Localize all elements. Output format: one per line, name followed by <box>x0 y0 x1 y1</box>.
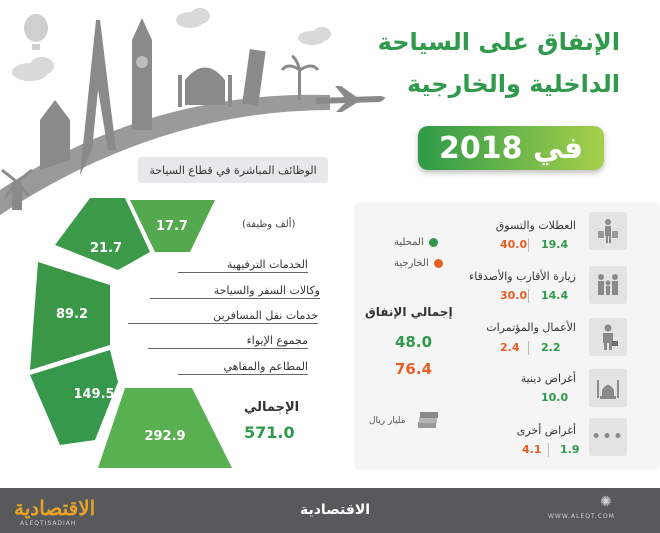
spending-unit: مليار ريال <box>369 416 406 426</box>
category-foreign-value: 2.4 <box>500 341 520 354</box>
job-value-2: 89.2 <box>56 307 88 322</box>
value-divider <box>528 341 529 355</box>
job-label-travel-agencies: وكالات السفر والسياحة <box>213 284 320 297</box>
category-label: أغراض دينية <box>520 372 576 385</box>
jobs-total-label: الإجمالي <box>244 400 300 415</box>
title-line-2: الداخلية والخارجية <box>406 70 620 98</box>
ellipsis-icon: ••• <box>589 418 627 456</box>
spending-total-foreign: 76.4 <box>395 360 433 378</box>
segment-entertainment <box>130 200 215 252</box>
legend-domestic-dot <box>428 238 438 247</box>
job-label-entertainment: الخدمات الترفيهية <box>226 258 308 271</box>
category-label: العطلات والتسوق <box>495 219 576 232</box>
legend-domestic-label: المحلية <box>394 237 424 248</box>
category-domestic-value: 2.2 <box>541 341 561 354</box>
balloon-icon <box>24 14 48 50</box>
category-domestic-value: 1.9 <box>560 443 580 456</box>
legend-foreign: الخارجية <box>394 258 443 269</box>
footer-logo: الاقتصادية <box>14 496 96 520</box>
footer-url: WWW.ALEQT.COM <box>548 513 615 520</box>
family-icon <box>589 266 627 304</box>
spending-total-domestic: 48.0 <box>395 333 433 351</box>
value-divider <box>548 443 549 457</box>
segment-passenger-transport <box>30 262 110 370</box>
job-label-accommodation: مجموع الإيواء <box>246 334 308 347</box>
legend-foreign-label: الخارجية <box>394 258 429 269</box>
segment-restaurants <box>98 388 232 468</box>
job-value-0: 17.7 <box>156 219 188 234</box>
value-divider <box>528 289 529 303</box>
job-label-restaurants: المطاعم والمقاهي <box>223 360 309 373</box>
value-divider <box>528 238 529 252</box>
jobs-segments-graphic: 17.7 21.7 89.2 149.5 292.9 <box>30 198 232 468</box>
legend-foreign-dot <box>433 259 443 268</box>
footer-bar <box>0 488 660 533</box>
jobs-section-heading: الوظائف المباشرة في قطاع السياحة <box>138 157 328 183</box>
category-foreign-value: 40.0 <box>500 238 528 251</box>
spending-total-label: إجمالي الإنفاق <box>365 305 453 319</box>
money-stack-icon <box>417 410 439 436</box>
category-label: زيارة الأقارب والأصدقاء <box>469 270 576 283</box>
category-domestic-value: 10.0 <box>541 391 569 404</box>
legend-domestic: المحلية <box>394 237 438 248</box>
connector-line <box>148 348 308 349</box>
landmarks-skyline-illustration <box>0 8 385 215</box>
connector-line <box>178 272 308 273</box>
category-label: الأعمال والمؤتمرات <box>486 321 576 334</box>
airplane-icon <box>316 86 385 112</box>
footer-logo-subtitle: ALEQTISADIAH <box>20 520 77 527</box>
job-label-passenger-transport: خدمات نقل المسافرين <box>213 309 318 322</box>
connector-line <box>178 374 308 375</box>
category-foreign-value: 4.1 <box>522 443 542 456</box>
year-badge: في 2018 <box>418 126 604 170</box>
job-value-3: 149.5 <box>73 387 114 402</box>
segment-accommodation <box>30 350 118 445</box>
mosque-icon <box>589 369 627 407</box>
jobs-unit-note: (ألف وظيفة) <box>242 219 296 230</box>
shopping-person-icon <box>589 212 627 250</box>
jobs-total-value: 571.0 <box>244 423 295 442</box>
connector-line <box>150 298 320 299</box>
landmarks-icons <box>0 18 330 215</box>
businessman-icon <box>589 318 627 356</box>
title-line-1: الإنفاق على السياحة <box>377 28 620 56</box>
category-foreign-value: 30.0 <box>500 289 528 302</box>
category-domestic-value: 14.4 <box>541 289 569 302</box>
category-domestic-value: 19.4 <box>541 238 569 251</box>
cloud-icons <box>12 8 331 81</box>
segment-travel-agencies <box>55 198 150 270</box>
emblem-icon: ✺ <box>600 494 612 510</box>
job-value-1: 21.7 <box>90 241 122 256</box>
category-label: أغراض أخرى <box>516 424 576 437</box>
job-value-4: 292.9 <box>144 429 185 444</box>
connector-line <box>128 323 318 324</box>
footer-center-logo: الاقتصادية <box>300 502 371 518</box>
